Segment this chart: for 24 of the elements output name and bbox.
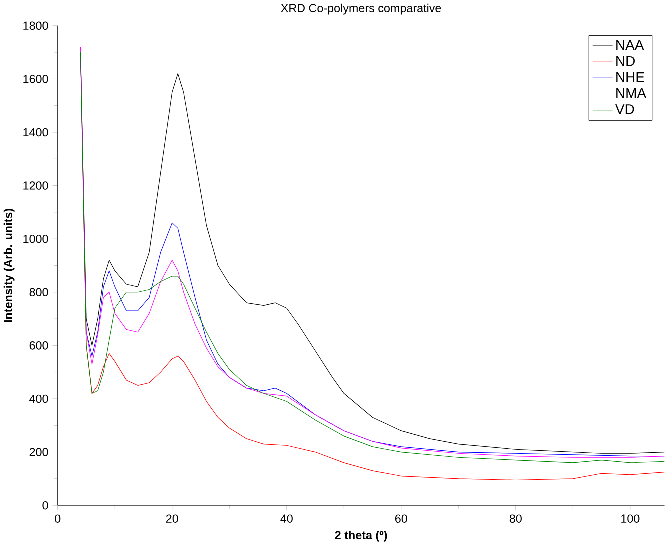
x-axis-title: 2 theta (º)	[335, 531, 388, 542]
x-tick-label: 60	[395, 514, 408, 524]
x-tick-label: 40	[280, 514, 293, 524]
y-tick-label: 1600	[24, 75, 48, 84]
y-tick-label: 1000	[24, 235, 48, 244]
y-tick-label: 400	[30, 394, 48, 404]
y-tick-label: 1400	[24, 128, 48, 137]
legend-label: NAA	[616, 40, 644, 50]
legend-label: NMA	[616, 88, 647, 98]
x-tick-label: 0	[55, 514, 61, 524]
y-tick-label: 0	[42, 502, 48, 510]
legend-label: ND	[616, 56, 635, 66]
legend-label: VD	[615, 104, 634, 114]
y-tick-label: 1800	[24, 22, 48, 30]
chart-title: XRD Co-polymers comparative	[281, 4, 442, 15]
y-tick-label: 200	[30, 448, 48, 457]
x-tick-label: 80	[510, 514, 522, 524]
x-tick-label: 20	[166, 514, 178, 524]
y-tick-label: 1200	[24, 182, 48, 190]
legend-label: NHE	[616, 72, 644, 82]
x-tick-label: 100	[622, 514, 640, 524]
y-tick-label: 600	[30, 342, 48, 350]
y-axis-title: Intensity (Arb. units)	[4, 209, 15, 322]
y-tick-label: 800	[30, 288, 48, 297]
